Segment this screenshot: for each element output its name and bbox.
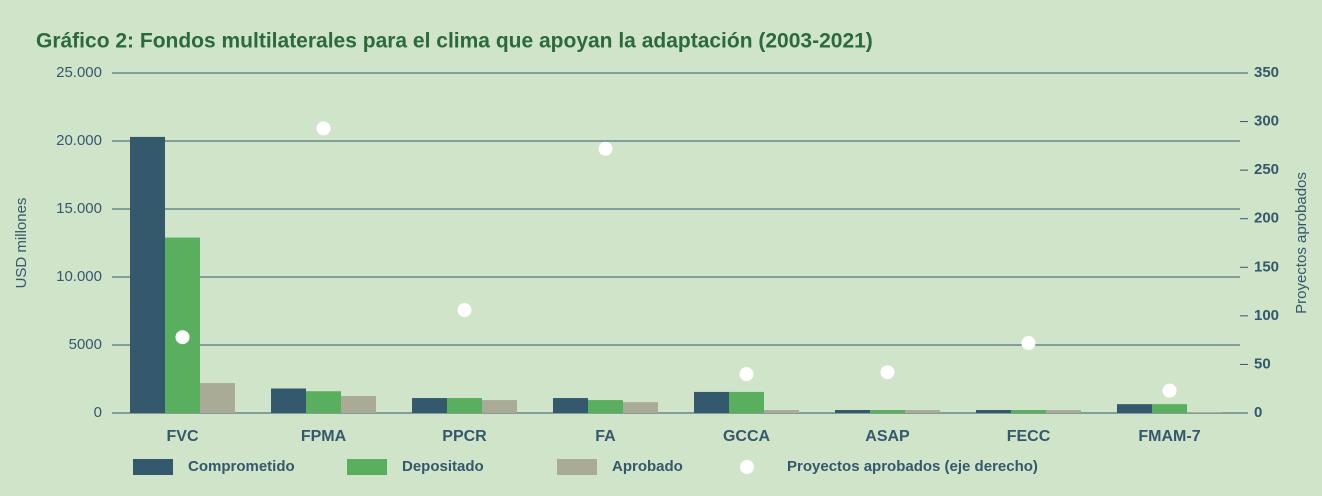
bar	[341, 396, 376, 413]
legend-swatch	[740, 460, 754, 474]
x-tick-label: FVC	[167, 428, 199, 445]
bar	[729, 391, 764, 413]
y2-tick-label: 150	[1254, 258, 1279, 275]
y2-tick-label: 300	[1254, 113, 1279, 130]
bar	[905, 410, 940, 413]
point	[457, 303, 472, 318]
x-tick-label: ASAP	[865, 428, 910, 445]
y2-tick-label: 200	[1254, 210, 1279, 227]
y2-tick-label: 100	[1254, 307, 1279, 324]
point	[316, 121, 331, 136]
legend-swatch	[133, 459, 173, 475]
y-tick-label: 5000	[69, 336, 102, 353]
y2-tick-label: 250	[1254, 161, 1279, 178]
bar	[870, 410, 905, 413]
bar	[694, 391, 729, 413]
x-tick-label: PPCR	[442, 428, 487, 445]
bar	[482, 400, 517, 413]
x-tick-label: FMAM-7	[1138, 428, 1200, 445]
y2-tick-label: 50	[1254, 355, 1271, 372]
y-tick-label: 25.000	[56, 64, 102, 81]
point	[1021, 336, 1036, 351]
bar	[271, 388, 306, 413]
bar	[623, 402, 658, 413]
point	[739, 367, 754, 382]
y-tick-label: 20.000	[56, 132, 102, 149]
bar	[447, 398, 482, 413]
legend-swatch	[347, 459, 387, 475]
bar	[130, 136, 165, 414]
legend-swatch	[557, 459, 597, 475]
x-tick-label: FPMA	[301, 428, 347, 445]
y2-tick-label: 0	[1254, 404, 1262, 421]
chart-title: Gráfico 2: Fondos multilaterales para el…	[36, 30, 873, 53]
bar	[588, 400, 623, 413]
legend-label: Proyectos aprobados (eje derecho)	[787, 458, 1038, 475]
bar	[1187, 412, 1222, 413]
x-tick-label: FECC	[1007, 428, 1051, 445]
point	[1162, 383, 1177, 398]
bar	[165, 237, 200, 413]
legend-label: Comprometido	[188, 458, 295, 475]
point	[880, 365, 895, 380]
bar	[306, 391, 341, 413]
y-tick-label: 15.000	[56, 200, 102, 217]
x-tick-label: FA	[595, 428, 616, 445]
bar	[1011, 410, 1046, 413]
legend-label: Depositado	[402, 458, 484, 475]
bar	[1117, 404, 1152, 413]
bar	[835, 410, 870, 413]
y-axis-label: USD millones	[13, 198, 30, 289]
y2-axis-label: Proyectos aprobados	[1293, 172, 1310, 314]
y2-tick-label: 350	[1254, 64, 1279, 81]
bar	[553, 398, 588, 413]
bar	[764, 410, 799, 413]
bar	[412, 398, 447, 413]
point	[175, 330, 190, 345]
x-tick-label: GCCA	[723, 428, 771, 445]
bar	[200, 383, 235, 413]
bar	[976, 410, 1011, 413]
y-tick-label: 0	[94, 404, 102, 421]
point	[598, 141, 613, 156]
legend-label: Aprobado	[612, 458, 683, 475]
bar	[1046, 410, 1081, 413]
bar	[1152, 404, 1187, 413]
y-tick-label: 10.000	[56, 268, 102, 285]
